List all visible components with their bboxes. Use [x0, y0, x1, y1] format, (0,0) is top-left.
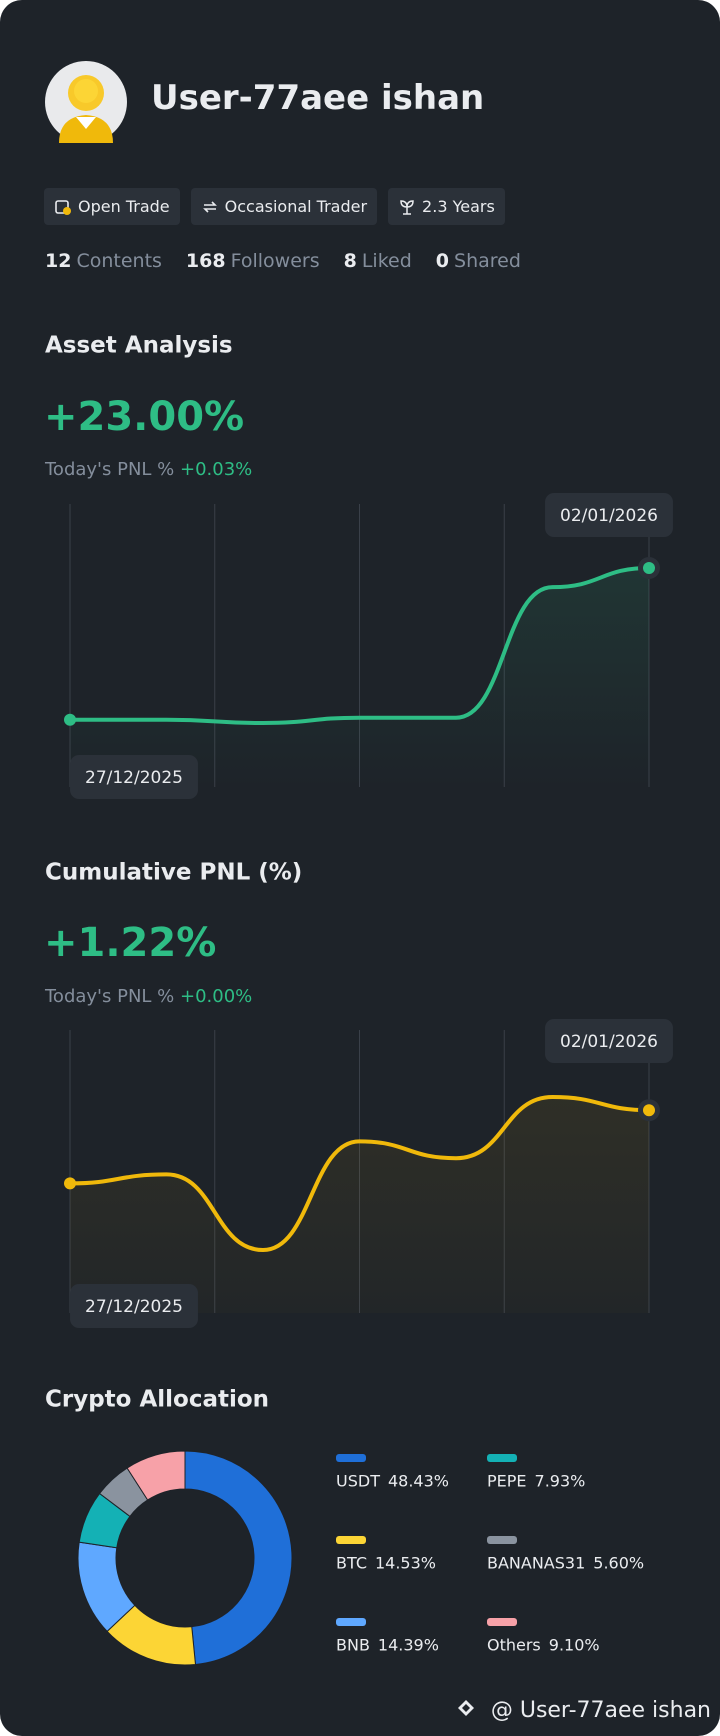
avatar	[45, 61, 127, 143]
tag: Occasional Trader	[190, 188, 378, 225]
watermark: @ User-77aee ishan	[458, 1698, 711, 1723]
legend-item: BTC 14.53%	[336, 1536, 436, 1573]
line	[68, 1094, 651, 1253]
date-label: 27/12/2025	[85, 1297, 183, 1317]
legend-value: 14.53%	[375, 1554, 436, 1573]
stat: 168 Followers	[186, 250, 320, 272]
stat-label: Contents	[76, 250, 162, 272]
legend-item: BANANAS31 5.60%	[487, 1536, 644, 1573]
date-label: 02/01/2026	[560, 1032, 658, 1052]
legend-swatch	[336, 1536, 366, 1544]
legend-label: BANANAS31	[487, 1554, 585, 1573]
legend-value: 7.93%	[535, 1472, 586, 1491]
today-label: Today's PNL % +0.00%	[44, 986, 252, 1007]
legend-swatch	[336, 1618, 366, 1626]
legend-swatch	[487, 1536, 517, 1544]
donut-segment	[126, 1450, 186, 1501]
legend-swatch	[487, 1618, 517, 1626]
today-label-text: Today's PNL %	[44, 459, 174, 480]
today-label: Today's PNL % +0.03%	[44, 459, 252, 480]
tag-text: 2.3 Years	[422, 197, 495, 216]
legend-label: Others	[487, 1636, 541, 1655]
summary-value: +1.22%	[44, 920, 216, 966]
stat: 0 Shared	[436, 250, 521, 272]
stat-label: Followers	[230, 250, 320, 272]
legend-swatch	[336, 1454, 366, 1462]
tag-icon	[202, 200, 217, 213]
area-fill	[70, 1097, 649, 1313]
date-label: 02/01/2026	[560, 506, 658, 526]
tag-icon	[400, 199, 414, 215]
tag: 2.3 Years	[388, 188, 505, 225]
stat-count: 8	[343, 250, 357, 272]
section-title: Cumulative PNL (%)	[45, 860, 302, 886]
tag-text: Open Trade	[78, 197, 170, 216]
point	[64, 713, 76, 726]
date-bubble	[545, 1019, 673, 1063]
date-bubble	[70, 1284, 198, 1328]
legend-label: BTC	[336, 1554, 367, 1573]
legend-value: 48.43%	[388, 1472, 449, 1491]
watermark-text: @ User-77aee ishan	[491, 1698, 711, 1723]
stat-count: 168	[185, 250, 226, 272]
date-label: 27/12/2025	[85, 768, 183, 788]
legend-label: BNB	[336, 1636, 370, 1655]
area-fill	[70, 568, 649, 787]
legend-value: 9.10%	[549, 1636, 600, 1655]
stat: 12 Contents	[45, 250, 162, 272]
point	[643, 562, 655, 574]
legend-item: BNB 14.39%	[336, 1618, 439, 1655]
line	[68, 566, 651, 726]
summary-value: +23.00%	[44, 394, 244, 440]
stat: 8 Liked	[344, 250, 412, 272]
tag-text: Occasional Trader	[224, 197, 368, 216]
legend-label: USDT	[336, 1472, 380, 1491]
legend-item: Others 9.10%	[487, 1618, 600, 1655]
legend-label: PEPE	[487, 1472, 527, 1491]
tag-icon	[55, 199, 71, 215]
point	[64, 1177, 76, 1190]
point	[643, 1104, 655, 1117]
legend-item: USDT 48.43%	[336, 1454, 449, 1491]
section-title: Asset Analysis	[45, 333, 233, 359]
stat-label: Shared	[454, 250, 521, 272]
stat-count: 0	[435, 250, 450, 272]
user-name: User-77aee ishan	[151, 78, 485, 118]
tag-list: Open Trade Occasional Trader 2.3 Years	[44, 188, 505, 225]
stat-count: 12	[45, 250, 72, 272]
today-value: +0.00%	[180, 986, 252, 1007]
date-bubble	[70, 755, 198, 799]
donut-segment	[184, 1450, 293, 1666]
legend-swatch	[487, 1454, 517, 1462]
stat-label: Liked	[361, 250, 412, 272]
today-label-text: Today's PNL %	[44, 986, 174, 1007]
today-value: +0.03%	[180, 459, 252, 480]
legend-item: PEPE 7.93%	[487, 1454, 585, 1491]
legend-value: 5.60%	[593, 1554, 644, 1573]
legend-value: 14.39%	[378, 1636, 439, 1655]
section-title: Crypto Allocation	[45, 1387, 269, 1413]
date-bubble	[545, 493, 673, 537]
stats: 12 Contents 168 Followers 8 Liked 0 Shared	[45, 250, 521, 272]
tag: Open Trade	[44, 188, 180, 225]
